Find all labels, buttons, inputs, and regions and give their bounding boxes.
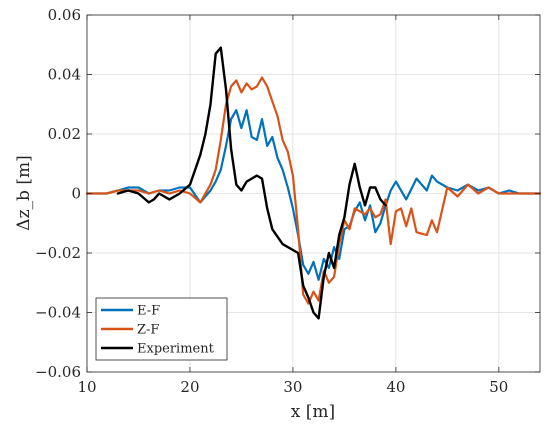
legend-label: E-F [137, 304, 160, 319]
x-tick-label: 40 [386, 378, 405, 396]
y-tick-label: −0.02 [35, 244, 81, 262]
series-lines [85, 46, 542, 320]
series-line-z-f [85, 76, 542, 305]
x-tick-label: 30 [283, 378, 302, 396]
series-line-experiment [116, 46, 387, 320]
x-tick-label: 50 [489, 378, 508, 396]
y-tick-label: 0.06 [48, 6, 81, 24]
y-axis-label: Δz_b [m] [14, 155, 34, 230]
legend-label: Experiment [137, 342, 215, 357]
x-tick-label: 10 [77, 378, 96, 396]
x-axis-label: x [m] [291, 402, 335, 422]
x-tick-label: 20 [180, 378, 199, 396]
y-tick-label: 0 [71, 185, 81, 203]
y-tick-label: −0.06 [35, 363, 81, 381]
y-tick-label: 0.02 [48, 125, 81, 143]
legend-label: Z-F [137, 323, 159, 338]
legend: E-F Z-F Experiment [95, 297, 228, 361]
y-tick-label: 0.04 [48, 66, 81, 84]
axis-ticks: 10 20 30 40 50 −0.06 −0.04 −0.02 0 0.02 0.04 0.06 [35, 6, 540, 396]
y-tick-label: −0.04 [35, 304, 81, 322]
